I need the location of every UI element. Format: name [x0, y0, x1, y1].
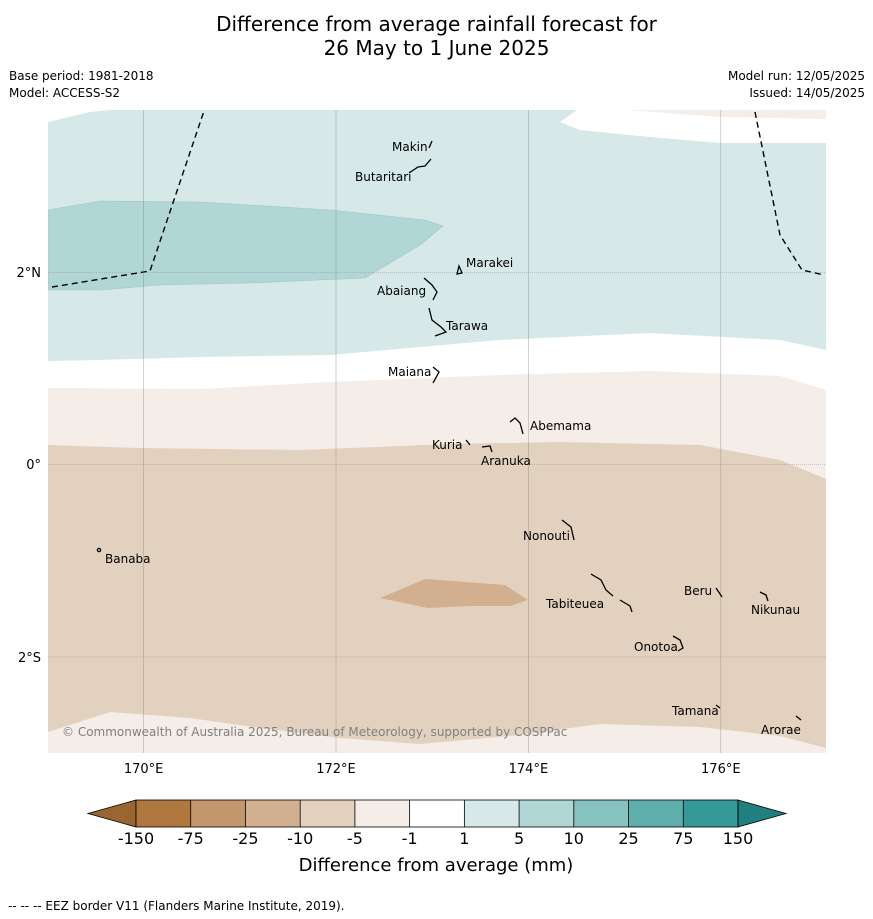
- island-tabiteuea-north-outline: [590, 573, 614, 597]
- island-abemama-outline: [509, 417, 524, 435]
- label-butaritari: Butaritari: [355, 170, 412, 184]
- colorbar-bin: [683, 800, 738, 827]
- island-arorae-outline: [795, 715, 802, 721]
- base-period: Base period: 1981-2018: [9, 69, 154, 83]
- island-beru-outline: [715, 587, 723, 598]
- island-outlines: [96, 140, 802, 721]
- label-marakei: Marakei: [466, 256, 513, 270]
- band-neg10-to-neg25: [380, 579, 528, 608]
- island-abaiang-outline: [423, 277, 438, 301]
- eez-border-west: [51, 110, 206, 288]
- lat-label-0: 0°: [26, 458, 41, 473]
- island-marakei-outline: [456, 263, 463, 275]
- meta-left: Base period: 1981-2018 Model: ACCESS-S2: [9, 68, 154, 102]
- colorbar-tick-label: 75: [673, 829, 693, 848]
- map-title: Difference from average rainfall forecas…: [0, 12, 873, 60]
- label-aranuka: Aranuka: [481, 454, 531, 468]
- island-tamana-outline: [715, 704, 721, 709]
- label-maiana: Maiana: [388, 365, 431, 379]
- colorbar-tick-label: 25: [618, 829, 638, 848]
- colorbar-bin: [464, 800, 520, 827]
- island-tarawa-outline: [428, 307, 448, 337]
- label-abemama: Abemama: [530, 419, 591, 433]
- graticule: [48, 110, 826, 753]
- colorbar-tick-label: -1: [402, 829, 418, 848]
- island-tabiteuea-south-outline: [619, 599, 633, 613]
- model-run: Model run: 12/05/2025: [727, 69, 865, 83]
- colorbar-bin: [628, 800, 684, 827]
- label-onotoa: Onotoa: [634, 640, 678, 654]
- band-5-to-10: [48, 200, 444, 291]
- colorbar-bin: [354, 800, 410, 827]
- label-tarawa: Tarawa: [445, 319, 488, 333]
- island-butaritari-outline: [408, 158, 432, 174]
- colorbar-border: [135, 799, 739, 828]
- colorbar-bin: [190, 800, 246, 827]
- island-makin-outline: [428, 140, 433, 149]
- island-labels: Makin Butaritari Marakei Abaiang Tarawa …: [105, 140, 801, 737]
- band-1-to-5: [48, 110, 826, 361]
- colorbar-tick-label: 150: [723, 829, 754, 848]
- label-kuria: Kuria: [432, 438, 463, 452]
- colorbar-tick-label: 1: [459, 829, 469, 848]
- colorbar-bin: [573, 800, 629, 827]
- island-aranuka-outline: [481, 445, 493, 453]
- label-abaiang: Abaiang: [377, 284, 426, 298]
- model-name: Model: ACCESS-S2: [9, 86, 121, 100]
- label-makin: Makin: [392, 140, 428, 154]
- eez-footnote: -- -- -- EEZ border V11 (Flanders Marine…: [8, 899, 345, 913]
- lat-label-2n: 2°N: [17, 266, 42, 281]
- copyright-text: © Commonwealth of Australia 2025, Bureau…: [62, 725, 567, 739]
- label-tabiteuea: Tabiteuea: [545, 597, 604, 611]
- eez-border-east: [754, 111, 825, 276]
- lat-label-2s: 2°S: [18, 651, 41, 666]
- colorbar-tick-label: -10: [287, 829, 313, 848]
- colorbar-bin: [519, 800, 574, 827]
- island-maiana-outline: [432, 366, 440, 384]
- colorbar-tick-label: 10: [564, 829, 584, 848]
- colorbar-ticks: -150 -75 -25 -10 -5 -1 1 5 10 25 75 150: [118, 829, 753, 848]
- lon-label-176: 176°E: [701, 762, 741, 777]
- colorbar-bin: [245, 800, 301, 827]
- label-nonouti: Nonouti: [523, 529, 570, 543]
- label-arorae: Arorae: [761, 723, 801, 737]
- colorbar-tick-label: -5: [347, 829, 363, 848]
- meta-right: Model run: 12/05/2025 Issued: 14/05/2025: [728, 68, 865, 102]
- island-nonouti-outline: [561, 519, 575, 541]
- island-nikunau-outline: [759, 591, 769, 602]
- label-nikunau: Nikunau: [751, 603, 800, 617]
- colorbar-tick-label: -25: [232, 829, 258, 848]
- colorbar-title: Difference from average (mm): [299, 855, 574, 876]
- colorbar-extend-min: [86, 799, 137, 828]
- title-line-1: Difference from average rainfall forecas…: [216, 12, 657, 36]
- colorbar-extend-max: [737, 799, 788, 828]
- colorbar-tick-label: -75: [178, 829, 204, 848]
- issued-date: Issued: 14/05/2025: [749, 86, 865, 100]
- lon-label-174: 174°E: [509, 762, 549, 777]
- island-kuria-outline: [465, 439, 471, 446]
- label-banaba: Banaba: [105, 552, 151, 566]
- colorbar-bin: [136, 800, 191, 827]
- label-tamana: Tamana: [671, 704, 719, 718]
- colorbar-tick-label: -150: [118, 829, 154, 848]
- island-onotoa-outline: [672, 635, 684, 652]
- rainfall-field: [48, 110, 826, 753]
- colorbar-bin: [300, 800, 355, 827]
- title-line-2: 26 May to 1 June 2025: [323, 36, 550, 60]
- lon-label-172: 172°E: [316, 762, 356, 777]
- axis-labels: 2°N 0° 2°S 170°E 172°E 174°E 176°E: [17, 266, 741, 777]
- label-beru: Beru: [684, 584, 712, 598]
- colorbar-bin: [409, 800, 465, 827]
- colorbar-tick-label: 5: [514, 829, 524, 848]
- colorbar: [86, 799, 788, 828]
- lon-label-170: 170°E: [124, 762, 164, 777]
- island-banaba-outline: [96, 547, 102, 553]
